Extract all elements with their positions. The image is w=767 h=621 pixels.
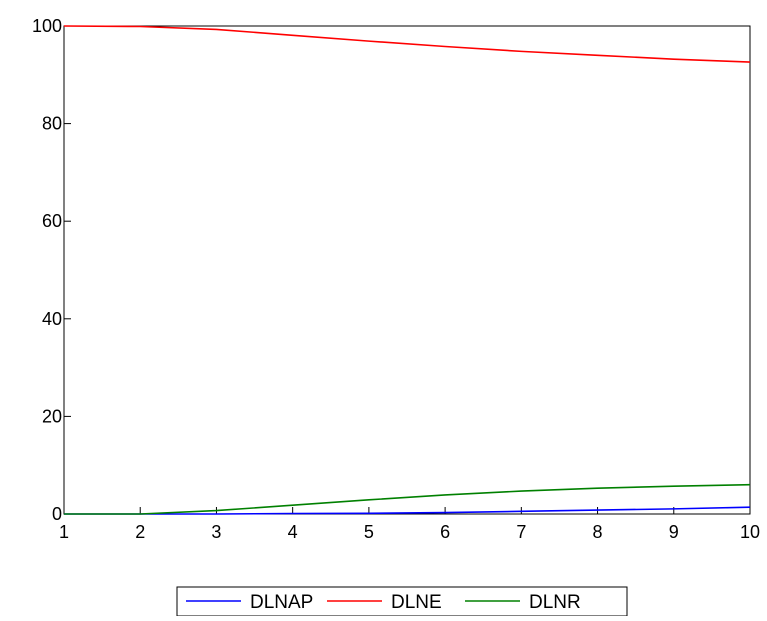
legend-box <box>176 586 628 617</box>
x-tick-label: 2 <box>135 522 145 542</box>
x-tick-label: 1 <box>59 522 69 542</box>
x-tick-label: 10 <box>740 522 760 542</box>
y-tick-label: 20 <box>42 406 62 426</box>
x-tick-label: 9 <box>669 522 679 542</box>
y-tick-label: 100 <box>32 16 62 36</box>
legend-label-dlne: DLNE <box>391 592 442 613</box>
plot-frame <box>63 25 751 515</box>
y-tick-label: 0 <box>52 504 62 524</box>
series-layer <box>63 25 751 515</box>
y-tick-label: 40 <box>42 309 62 329</box>
y-axis: 0 20 40 60 80 100 <box>32 16 71 524</box>
y-tick-label: 80 <box>42 114 62 134</box>
x-tick-label: 8 <box>593 522 603 542</box>
x-tick-label: 6 <box>440 522 450 542</box>
series-line-dlne <box>63 25 751 63</box>
x-tick-label: 5 <box>364 522 374 542</box>
series-line-dlnr <box>64 483 751 515</box>
x-tick-label: 4 <box>288 522 298 542</box>
x-tick-label: 3 <box>211 522 221 542</box>
series-line-dlnap <box>64 506 751 515</box>
legend-label-dlnap: DLNAP <box>250 592 313 613</box>
legend-label-dlnr: DLNR <box>529 592 581 613</box>
x-tick-label: 7 <box>516 522 526 542</box>
legend: DLNAP DLNE DLNR <box>176 586 628 617</box>
x-axis: 1 2 3 4 5 6 7 8 9 10 <box>59 507 760 542</box>
y-tick-label: 60 <box>42 211 62 231</box>
